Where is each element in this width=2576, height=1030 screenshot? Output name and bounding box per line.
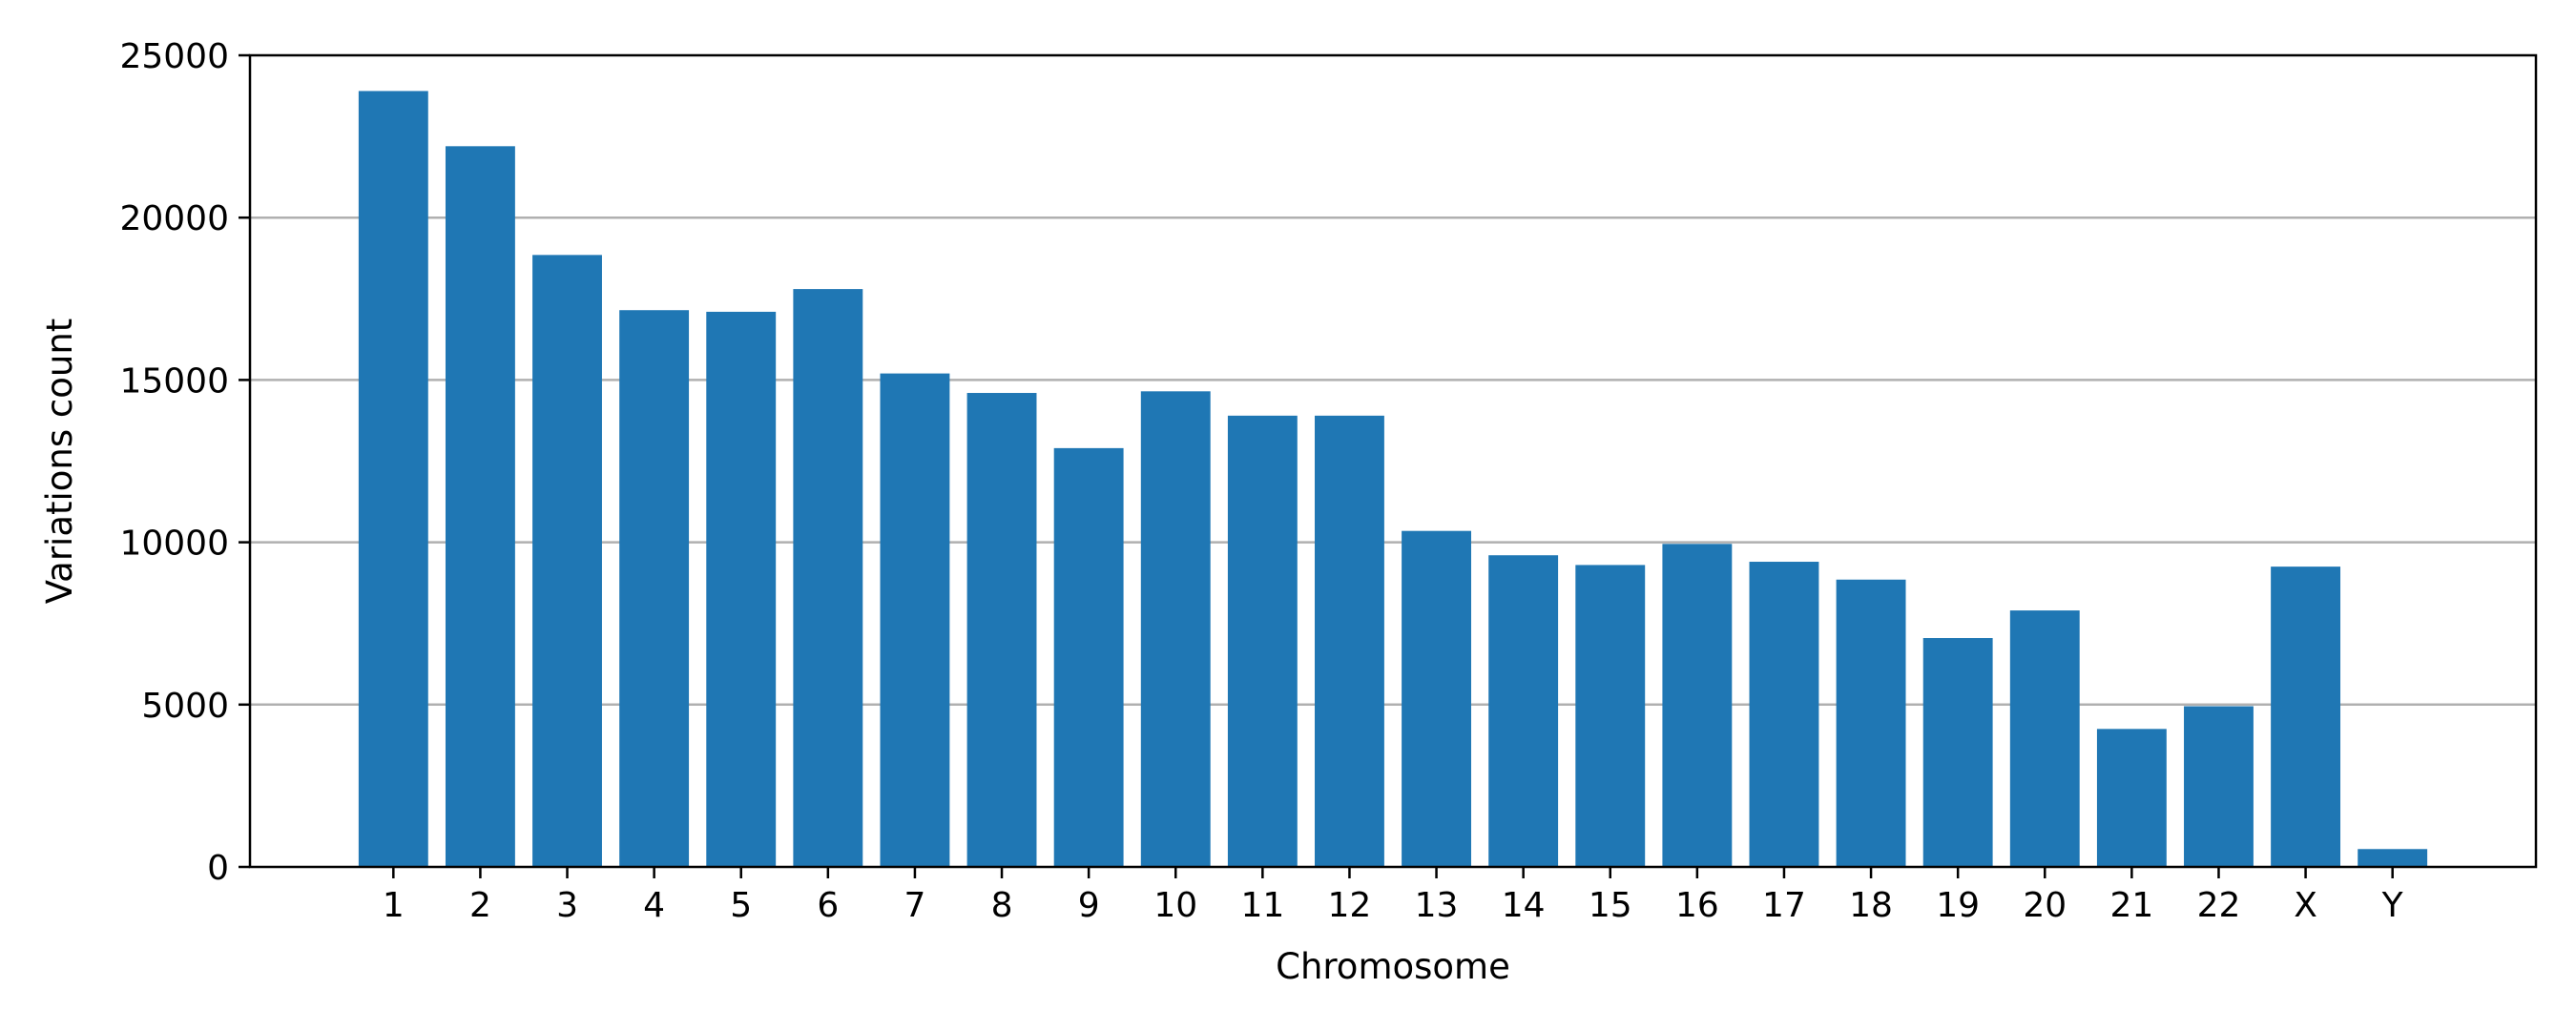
x-tick-label: 14 [1502,886,1546,925]
bar-chromosome-X [2271,566,2341,867]
x-tick-label: 11 [1240,886,1284,925]
y-tick-label: 10000 [119,525,229,564]
y-tick-label: 20000 [119,199,229,238]
bar-chromosome-7 [880,373,950,867]
bar-chromosome-5 [706,311,777,867]
bar-chromosome-13 [1402,530,1471,867]
y-tick-label: 5000 [141,687,229,726]
x-tick-label: 15 [1589,886,1632,925]
x-tick-label: 4 [643,886,665,925]
x-tick-label: 16 [1675,886,1719,925]
x-tick-label: 10 [1153,886,1197,925]
y-tick-label: 0 [207,849,229,888]
x-axis-ticks: 1 2 3 4 5 6 7 8 9 10 11 12 13 14 15 16 17 18 19 20 21 22 X Y [383,867,2404,925]
bar-chromosome-Y [2358,849,2428,867]
x-axis-title: Chromosome [1276,946,1510,987]
y-tick-label: 25000 [119,37,229,76]
bar-chromosome-20 [2009,610,2080,867]
x-tick-label: 2 [469,886,491,925]
x-tick-label: 7 [904,886,925,925]
bar-chromosome-3 [532,255,602,867]
bar-chromosome-2 [445,146,515,867]
x-tick-label: 6 [817,886,839,925]
x-tick-label: 18 [1849,886,1893,925]
x-tick-label: 17 [1762,886,1806,925]
bars [358,91,2428,868]
bar-chromosome-8 [966,393,1037,867]
bar-chromosome-22 [2184,706,2254,867]
bar-chromosome-14 [1488,555,1559,867]
x-tick-label: 21 [2109,886,2153,925]
x-tick-label: 8 [991,886,1013,925]
x-tick-label: 13 [1415,886,1459,925]
x-tick-label: 19 [1936,886,1980,925]
x-tick-label: X [2294,886,2317,925]
plot-frame [248,53,2538,869]
bar-chromosome-18 [1836,579,1906,867]
bar-chromosome-10 [1140,391,1211,867]
bar-chromosome-12 [1315,415,1384,867]
bar-chromosome-4 [619,310,690,867]
y-tick-label: 15000 [119,361,229,401]
bar-chromosome-11 [1227,415,1298,867]
x-tick-label: 9 [1078,886,1100,925]
x-tick-label: 1 [383,886,405,925]
x-tick-label: 3 [556,886,578,925]
x-tick-label: 22 [2197,886,2241,925]
y-axis-ticks: 0 5000 10000 15000 20000 25000 [119,37,250,888]
bar-chromosome-9 [1053,447,1124,867]
bar-chromosome-19 [1922,638,1993,867]
bar-chromosome-16 [1662,544,1733,867]
x-tick-label: 5 [730,886,752,925]
x-tick-label: 20 [2023,886,2067,925]
y-axis-title: Variations count [39,319,80,605]
bar-chromosome-6 [793,289,863,867]
x-tick-label: Y [2381,886,2404,925]
bar-chromosome-17 [1749,562,1819,867]
bar-chromosome-1 [358,91,428,868]
x-tick-label: 12 [1328,886,1372,925]
bar-chromosome-15 [1575,565,1646,867]
bar-chromosome-21 [2096,729,2167,867]
